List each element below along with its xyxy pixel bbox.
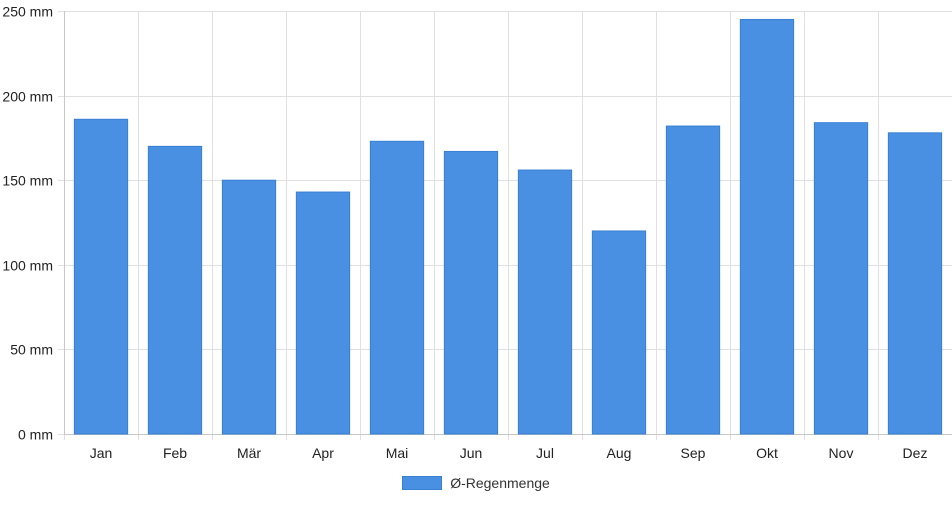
bar-apr: [295, 191, 351, 435]
x-axis-ticks: Jan Feb Mär Apr Mai Jun Jul Aug Sep Okt Nov Dez: [90, 445, 928, 461]
y-tick-label: 200 mm: [2, 89, 53, 105]
x-tick-label: Dez: [903, 445, 928, 461]
x-tick-label: Mai: [386, 445, 409, 461]
grid: [58, 11, 952, 440]
x-tick-label: Jun: [460, 445, 483, 461]
bar-mai: [369, 140, 425, 435]
bar-mär: [221, 179, 277, 435]
x-tick-label: Sep: [681, 445, 706, 461]
x-tick-label: Aug: [607, 445, 632, 461]
x-tick-label: Mär: [237, 445, 261, 461]
bar-aug: [591, 230, 647, 435]
legend[interactable]: Ø-Regenmenge: [0, 472, 952, 494]
y-tick-label: 0 mm: [18, 427, 53, 443]
y-tick-label: 150 mm: [2, 173, 53, 189]
x-tick-label: Feb: [163, 445, 187, 461]
legend-swatch: [402, 476, 443, 490]
x-tick-label: Okt: [756, 445, 778, 461]
bar-jan: [73, 118, 129, 435]
y-tick-label: 100 mm: [2, 258, 53, 274]
x-tick-label: Jan: [90, 445, 113, 461]
bar-feb: [147, 145, 203, 435]
bar-dez: [887, 132, 943, 435]
bar-nov: [813, 122, 869, 435]
x-tick-label: Nov: [829, 445, 854, 461]
bar-okt: [739, 18, 795, 435]
bars: [73, 18, 943, 435]
x-tick-label: Jul: [536, 445, 554, 461]
bar-jul: [517, 169, 573, 435]
y-axis-ticks: 0 mm 50 mm 100 mm 150 mm 200 mm 250 mm: [2, 4, 53, 443]
bar-sep: [665, 125, 721, 435]
x-tick-label: Apr: [312, 445, 334, 461]
bar-jun: [443, 150, 499, 435]
y-tick-label: 250 mm: [2, 4, 53, 20]
y-tick-label: 50 mm: [10, 342, 53, 358]
legend-label: Ø-Regenmenge: [450, 475, 550, 491]
